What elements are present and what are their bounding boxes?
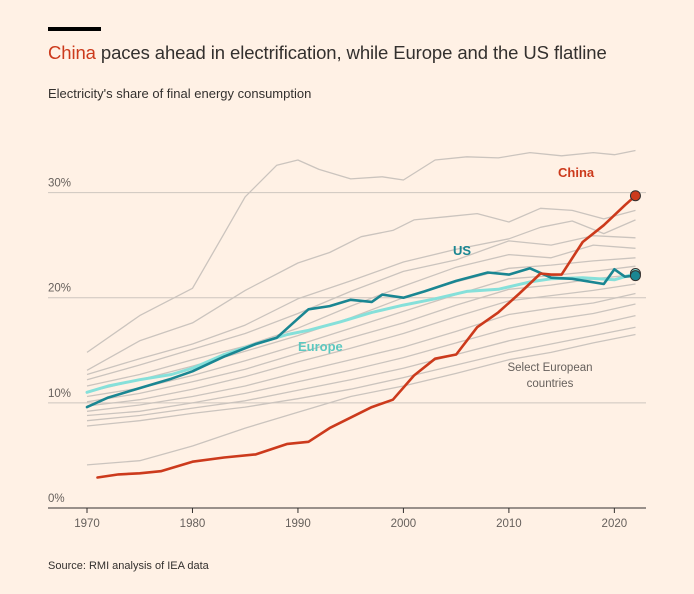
y-tick-label: 10% (48, 388, 71, 400)
country-line-6 (86, 257, 636, 393)
country-line-1 (86, 149, 636, 353)
country-line-11 (86, 303, 636, 417)
country-line-5 (86, 244, 636, 387)
source-note: Source: RMI analysis of IEA data (48, 560, 209, 572)
country-line-3 (86, 219, 636, 376)
chart-title: China paces ahead in electrification, wh… (48, 42, 678, 64)
country-line-14 (86, 333, 636, 466)
x-axis: 1970 1980 1990 2000 2010 2020 (48, 507, 646, 530)
title-highlight: China (48, 42, 96, 63)
y-tick-labels: 0% 10% 20% 30% (48, 178, 71, 505)
china-line (96, 194, 637, 479)
y-tick-label: 30% (48, 178, 71, 190)
country-line-9 (86, 283, 636, 407)
countries-label-line-2: countries (527, 378, 574, 390)
us-label: US (453, 243, 471, 258)
country-line-2 (86, 207, 636, 371)
x-tick-label: 1980 (180, 518, 206, 530)
us-line (85, 266, 637, 409)
country-line-13 (86, 326, 636, 427)
europe-label: Europe (298, 339, 343, 354)
y-tick-label: 20% (48, 283, 71, 295)
china-label: China (558, 165, 595, 180)
x-tick-label: 2020 (602, 518, 628, 530)
x-tick-label: 2010 (496, 518, 522, 530)
country-lines (86, 149, 636, 466)
country-line-8 (86, 273, 636, 403)
title-rest: paces ahead in electrification, while Eu… (95, 42, 607, 63)
countries-label: Select European countries (507, 362, 592, 390)
y-tick-label: 0% (48, 493, 65, 505)
china-end-point (629, 190, 641, 202)
grid-lines (48, 192, 646, 404)
country-line-10 (86, 292, 636, 412)
x-tick-label: 1990 (285, 518, 311, 530)
x-tick-label: 1970 (74, 518, 100, 530)
chart-subtitle: Electricity's share of final energy cons… (48, 86, 312, 101)
x-tick-label: 2000 (391, 518, 417, 530)
countries-label-line-1: Select European (507, 362, 592, 374)
main-series (85, 190, 641, 479)
us-end-point (629, 270, 641, 282)
top-rule (48, 27, 101, 31)
country-line-12 (86, 314, 636, 422)
annotations: China US Europe Select European countries (298, 165, 595, 390)
country-line-4 (86, 235, 636, 381)
europe-line (85, 272, 637, 394)
